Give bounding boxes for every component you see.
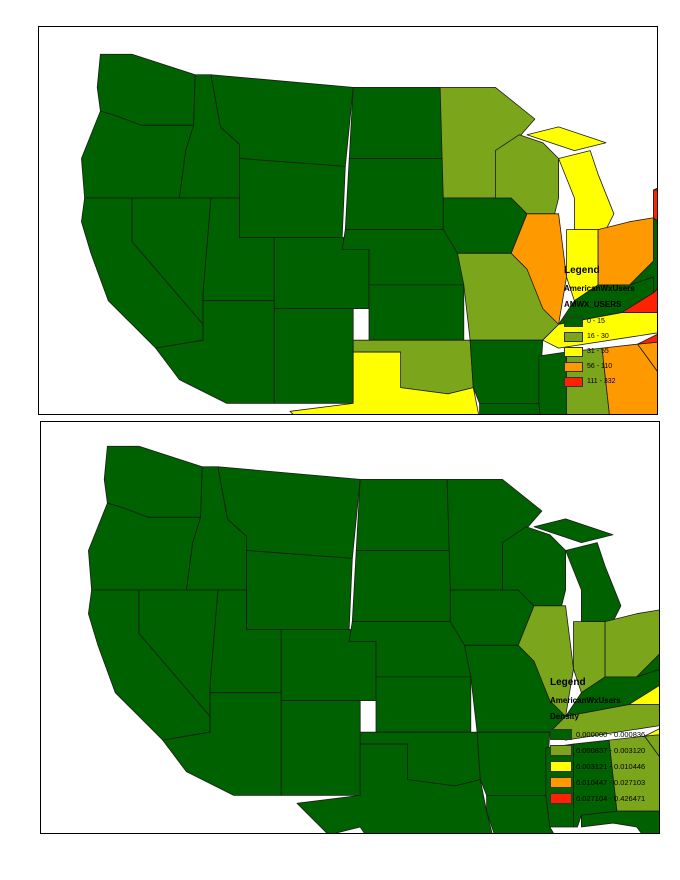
legend: Legend AmericanWxUsers AMWX_USERS 0 - 15…: [564, 265, 635, 389]
state-tx: [289, 351, 479, 414]
legend: Legend AmericanWxUsers Density 0.000000 …: [550, 677, 645, 806]
legend-swatch: [550, 792, 572, 804]
legend-field-name: Density: [550, 712, 579, 721]
legend-swatch: [564, 316, 583, 327]
state-sd: [351, 550, 451, 622]
legend-class: 0.003121 - 0.010446: [550, 758, 645, 774]
state-ms: [538, 351, 567, 414]
legend-class: 111 - 332: [564, 374, 635, 389]
state-wy: [239, 158, 346, 238]
legend-swatch: [550, 744, 572, 756]
state-ga: [601, 343, 657, 414]
legend-class: 0.000837 - 0.003120: [550, 742, 645, 758]
legend-title: Legend: [564, 265, 600, 276]
state-nd: [348, 87, 444, 159]
state-va: [621, 288, 657, 313]
legend-class-label: 0 - 15: [587, 318, 605, 325]
state-nm: [273, 308, 354, 404]
state-tx: [296, 743, 493, 833]
legend-title: Legend: [550, 677, 586, 688]
state-il: [510, 213, 567, 325]
state-ks: [368, 284, 465, 341]
legend-layer-name: AmericanWxUsers: [550, 696, 621, 705]
state-ga: [608, 735, 659, 812]
legend-layer-name: AmericanWxUsers: [564, 284, 635, 293]
state-tn: [549, 704, 659, 741]
state-mi: [526, 126, 615, 230]
state-sc: [637, 341, 657, 372]
legend-swatch: [550, 760, 572, 772]
legend-swatch: [550, 728, 572, 740]
legend-field-name: AMWX_USERS: [564, 300, 622, 309]
legend-class: 0.000000 - 0.000836: [550, 726, 645, 742]
state-nc: [644, 728, 659, 737]
legend-class: 16 - 30: [564, 329, 635, 344]
state-ar: [476, 731, 551, 796]
state-pa: [653, 189, 657, 221]
legend-swatch: [564, 331, 583, 342]
state-wy: [246, 550, 353, 630]
legend-swatch: [564, 346, 583, 357]
legend-swatch: [564, 361, 583, 372]
state-ar: [469, 339, 544, 404]
map-panel-density: Legend AmericanWxUsers Density 0.000000 …: [40, 421, 660, 834]
legend-class-label: 111 - 332: [587, 378, 616, 385]
legend-class: 0 - 15: [564, 314, 635, 329]
state-wi: [502, 526, 566, 607]
state-wv: [636, 654, 659, 678]
legend-class-label: 56 - 110: [587, 363, 613, 370]
state-nm: [280, 700, 361, 796]
state-ny: [653, 187, 657, 191]
state-ks: [375, 676, 472, 733]
state-sc: [644, 734, 659, 757]
state-va: [628, 685, 659, 705]
state-il: [517, 605, 574, 717]
legend-swatch: [550, 776, 572, 788]
legend-class-label: 0.010447 - 0.027103: [576, 777, 646, 787]
map-panel-users: Legend AmericanWxUsers AMWX_USERS 0 - 15…: [38, 26, 658, 415]
legend-class: 0.010447 - 0.027103: [550, 774, 645, 790]
state-nd: [355, 479, 451, 551]
state-wi: [495, 134, 559, 215]
legend-class: 31 - 55: [564, 344, 635, 359]
legend-class-label: 0.003121 - 0.010446: [576, 761, 646, 771]
legend-class-label: 0.000000 - 0.000836: [576, 729, 646, 739]
legend-swatch: [564, 376, 583, 387]
legend-class-label: 0.000837 - 0.003120: [576, 745, 646, 755]
state-wv: [629, 217, 657, 294]
state-sd: [344, 158, 444, 230]
us-map-users: [81, 53, 657, 414]
legend-class-label: 16 - 30: [587, 333, 609, 340]
legend-class-label: 0.027104 - 0.426471: [576, 793, 646, 803]
state-nc: [637, 334, 657, 345]
state-mi: [533, 518, 622, 622]
state-fl: [581, 810, 659, 833]
legend-class-label: 31 - 55: [587, 348, 609, 355]
legend-class: 56 - 110: [564, 359, 635, 374]
legend-class: 0.027104 - 0.426471: [550, 790, 645, 806]
us-map-density: [88, 445, 659, 833]
